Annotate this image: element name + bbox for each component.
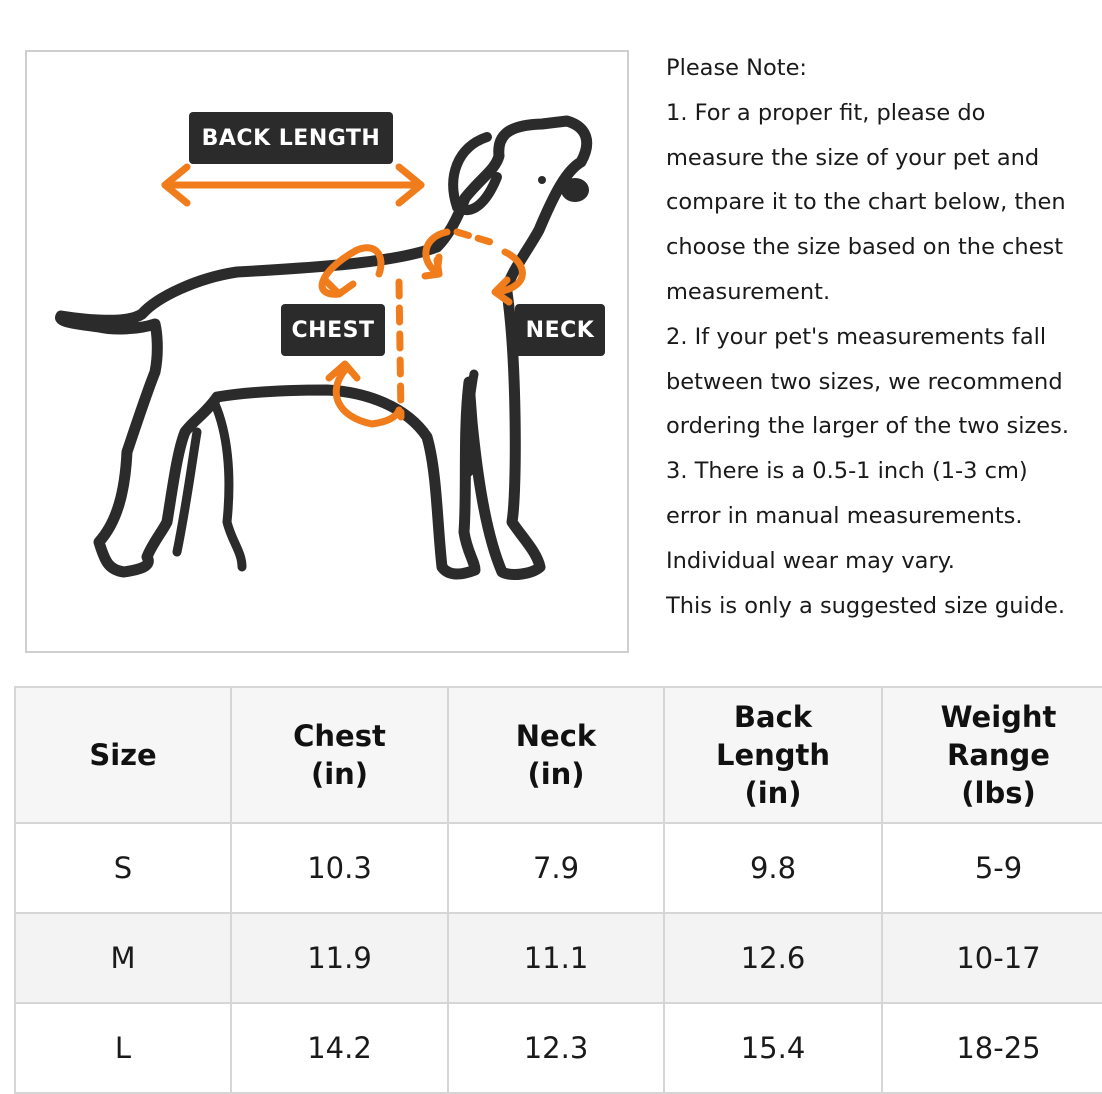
notes-line: measure the size of your pet and	[666, 144, 1040, 171]
notes-line: 2. If your pet's measurements fall	[666, 323, 1047, 350]
notes-line: choose the size based on the chest	[666, 234, 1064, 261]
dog-eye-icon	[538, 176, 546, 184]
back-length-label: BACK LENGTH	[189, 112, 393, 164]
cell-neck: 12.3	[447, 1002, 665, 1094]
size-chart-table: Size Chest (in) Neck (in) Back Length (in) W…	[14, 686, 1102, 1094]
cell-neck: 11.1	[447, 912, 665, 1004]
cell-neck: 7.9	[447, 822, 665, 914]
cell-size: S	[14, 822, 232, 914]
header-size: Size	[14, 686, 232, 824]
table-row: M 11.9 11.1 12.6 10-17	[14, 912, 1102, 1004]
cell-size: L	[14, 1002, 232, 1094]
cell-size: M	[14, 912, 232, 1004]
cell-weight-range: 18-25	[881, 1002, 1102, 1094]
neck-measurement-arrow	[421, 228, 526, 306]
notes-line: measurement.	[666, 278, 831, 305]
header-neck: Neck (in)	[447, 686, 665, 824]
header-back-length: Back Length (in)	[663, 686, 883, 824]
notes-line: 1. For a proper fit, please do	[666, 99, 986, 126]
notes-line: ordering the larger of the two sizes.	[666, 413, 1070, 440]
back-length-arrow	[161, 163, 425, 207]
notes-line: Individual wear may vary.	[666, 547, 955, 574]
notes-heading: Please Note:	[666, 55, 808, 81]
size-notes: Please Note: 1. For a proper fit, please…	[666, 46, 1102, 628]
dog-outline	[55, 115, 593, 580]
cell-weight-range: 5-9	[881, 822, 1102, 914]
cell-chest: 10.3	[230, 822, 449, 914]
dog-ear	[448, 132, 502, 216]
dog-nose-icon	[561, 178, 589, 202]
cell-back-length: 15.4	[663, 1002, 883, 1094]
notes-line: 3. There is a 0.5-1 inch (1-3 cm)	[666, 458, 1028, 485]
notes-line: error in manual measurements.	[666, 502, 1023, 529]
notes-line: This is only a suggested size guide.	[666, 592, 1066, 619]
cell-back-length: 12.6	[663, 912, 883, 1004]
size-diagram: BACK LENGTH CHEST NECK	[25, 50, 629, 653]
table-header-row: Size Chest (in) Neck (in) Back Length (in) W…	[14, 686, 1102, 824]
table-row: L 14.2 12.3 15.4 18-25	[14, 1002, 1102, 1094]
table-row: S 10.3 7.9 9.8 5-9	[14, 822, 1102, 914]
notes-line: between two sizes, we recommend	[666, 368, 1063, 395]
chest-measurement-arrow	[318, 244, 405, 428]
cell-back-length: 9.8	[663, 822, 883, 914]
notes-line: compare it to the chart below, then	[666, 189, 1066, 216]
dog-illustration	[55, 115, 593, 580]
cell-chest: 11.9	[230, 912, 449, 1004]
header-chest: Chest (in)	[230, 686, 449, 824]
neck-label: NECK	[515, 304, 605, 356]
header-weight-range: Weight Range (lbs)	[881, 686, 1102, 824]
cell-chest: 14.2	[230, 1002, 449, 1094]
chest-label: CHEST	[281, 304, 385, 356]
cell-weight-range: 10-17	[881, 912, 1102, 1004]
